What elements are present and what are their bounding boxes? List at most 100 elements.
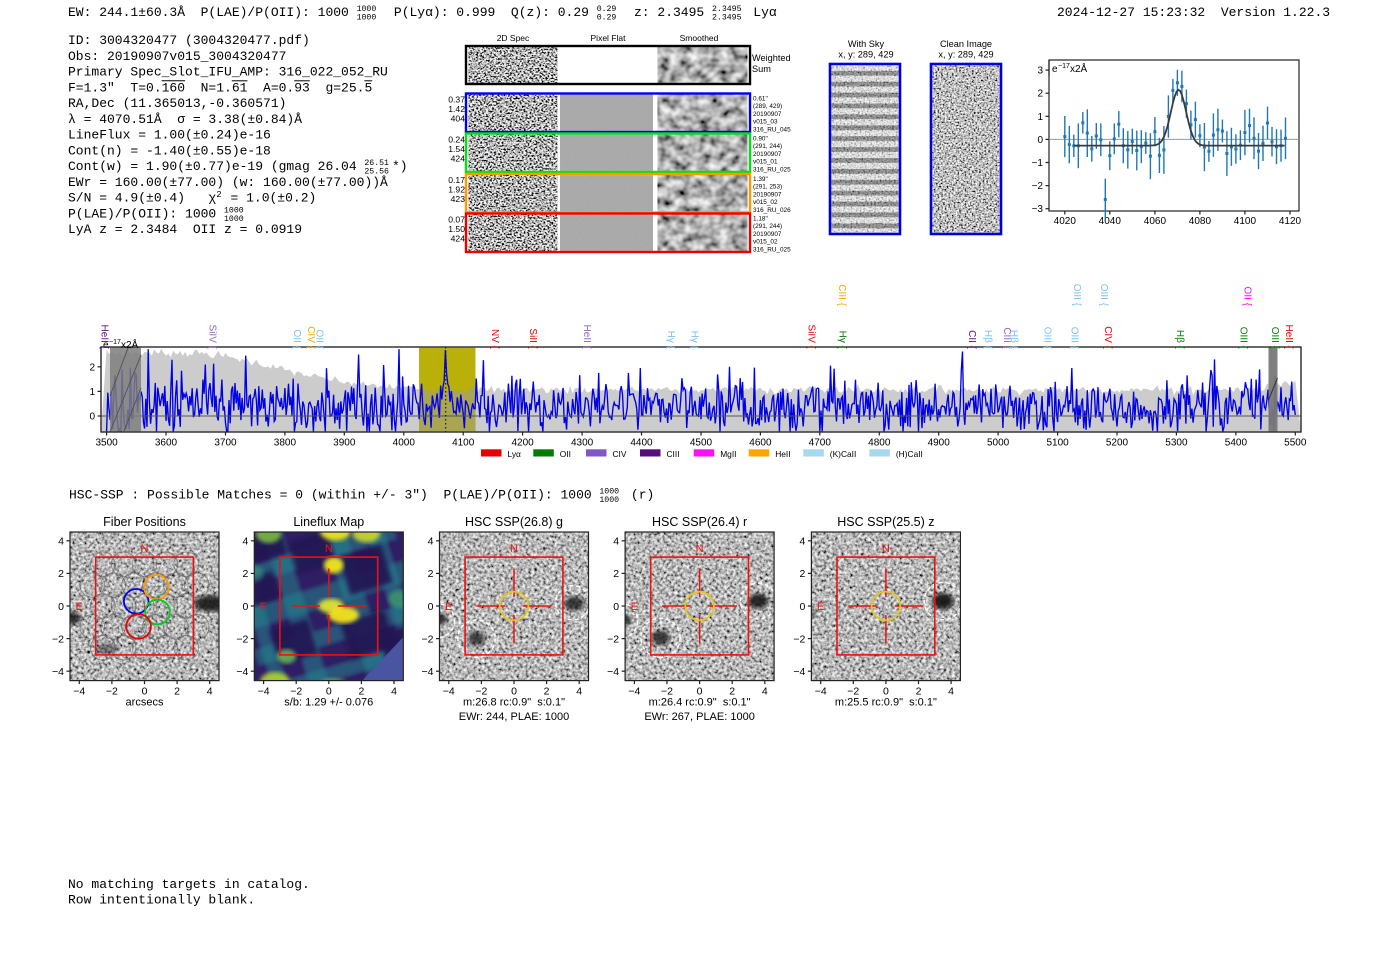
svg-text:Cont(n) = -1.40(±0.55)e-18: Cont(n) = -1.40(±0.55)e-18 — [68, 143, 271, 158]
svg-text:20190907: 20190907 — [753, 151, 782, 158]
svg-text:F=1.3" T=0.160 N=1.61 A=0.9: F=1.3" T=0.160 N=1.61 A=0.93 g=25.5 — [68, 80, 372, 95]
svg-text:Hγ {: Hγ { — [665, 331, 676, 350]
svg-text:(291, 244): (291, 244) — [753, 143, 782, 150]
svg-text:4: 4 — [762, 686, 768, 698]
svg-text:N: N — [141, 543, 149, 555]
svg-text:4: 4 — [207, 686, 213, 698]
svg-text:−2: −2 — [793, 633, 805, 645]
svg-text:424: 424 — [451, 154, 466, 164]
svg-text:−2: −2 — [661, 686, 673, 698]
svg-text:λ = 4070.51Å σ = 3.38(±0.84)Å: λ = 4070.51Å σ = 3.38(±0.84)Å — [68, 112, 302, 127]
svg-text:4: 4 — [391, 686, 397, 698]
svg-text:Lyα: Lyα — [746, 5, 777, 20]
svg-text:Row intentionally blank.: Row intentionally blank. — [68, 893, 255, 908]
svg-text:x2Å: x2Å — [121, 338, 139, 351]
svg-text:423: 423 — [451, 194, 466, 204]
svg-text:−2: −2 — [422, 633, 434, 645]
svg-text:0: 0 — [242, 601, 248, 613]
svg-text:0.29: 0.29 — [597, 13, 617, 22]
svg-text:2D Spec: 2D Spec — [497, 33, 530, 43]
svg-text:4800: 4800 — [868, 438, 891, 449]
svg-text:4040: 4040 — [1099, 216, 1122, 227]
svg-text:HeII {: HeII { — [1283, 325, 1294, 350]
svg-text:2: 2 — [729, 686, 735, 698]
svg-text:4: 4 — [576, 686, 582, 698]
svg-text:0.07: 0.07 — [448, 215, 465, 225]
svg-text:2: 2 — [174, 686, 180, 698]
svg-text:−17: −17 — [109, 339, 121, 346]
svg-text:3800: 3800 — [274, 438, 297, 449]
svg-text:1.39": 1.39" — [753, 176, 768, 183]
svg-text:Obs: 20190907v015_3004320477: Obs: 20190907v015_3004320477 — [68, 49, 286, 64]
svg-text:CIV: CIV — [613, 449, 627, 459]
svg-text:1.54: 1.54 — [448, 144, 465, 154]
svg-text:4300: 4300 — [571, 438, 594, 449]
svg-text:EW: 244.1±60.3Å P(LAE)/P(OII): EW: 244.1±60.3Å P(LAE)/P(OII): 1000 — [68, 5, 357, 20]
svg-text:N: N — [510, 543, 518, 555]
svg-text:1.92: 1.92 — [448, 185, 465, 195]
svg-text:EWr = 160.00(±77.00) (w: 160.0: EWr = 160.00(±77.00) (w: 160.00(±77.00))… — [68, 175, 388, 190]
svg-text:HeII: HeII — [775, 449, 790, 459]
svg-text:*): *) — [392, 159, 408, 174]
svg-text:N: N — [325, 543, 333, 555]
svg-text:3: 3 — [1037, 66, 1043, 77]
svg-text:4: 4 — [800, 536, 806, 548]
svg-text:OII {: OII { — [313, 330, 324, 350]
svg-text:5000: 5000 — [987, 438, 1010, 449]
svg-text:Hβ {: Hβ { — [1008, 330, 1019, 350]
svg-text:Sum: Sum — [752, 64, 771, 74]
svg-text:x2Å: x2Å — [1070, 62, 1088, 75]
svg-text:2.3495: 2.3495 — [712, 5, 742, 14]
svg-text:4060: 4060 — [1144, 216, 1167, 227]
svg-text:SiII {: SiII { — [527, 328, 538, 349]
svg-text:−2: −2 — [607, 633, 619, 645]
svg-text:0: 0 — [58, 601, 64, 613]
svg-text:0: 0 — [142, 686, 148, 698]
svg-text:OIII {: OIII { — [1269, 327, 1280, 350]
svg-text:OII {: OII { — [1241, 287, 1252, 307]
svg-text:LineFlux = 1.00(±0.24)e-16: LineFlux = 1.00(±0.24)e-16 — [68, 128, 271, 143]
svg-text:1.42: 1.42 — [448, 104, 465, 114]
svg-text:E: E — [817, 601, 824, 613]
svg-text:Hβ {: Hβ { — [982, 330, 993, 350]
svg-text:0.17: 0.17 — [448, 175, 465, 185]
svg-text:m:26.4 rc:0.9" s:0.1": m:26.4 rc:0.9" s:0.1" — [649, 697, 751, 709]
svg-text:4500: 4500 — [690, 438, 713, 449]
svg-text:OIII {: OIII { — [1042, 327, 1053, 350]
svg-text:m:26.8 rc:0.9" s:0.1": m:26.8 rc:0.9" s:0.1" — [463, 697, 565, 709]
svg-text:Smoothed: Smoothed — [680, 33, 719, 43]
svg-text:−4: −4 — [628, 686, 640, 698]
svg-text:OIII {: OIII { — [1071, 284, 1082, 307]
svg-text:Lyα: Lyα — [508, 449, 522, 459]
svg-text:Weighted: Weighted — [752, 53, 791, 63]
svg-text:1000: 1000 — [224, 215, 244, 224]
svg-text:4: 4 — [58, 536, 64, 548]
svg-text:v015_02: v015_02 — [753, 199, 778, 206]
svg-text:−4: −4 — [52, 666, 64, 678]
svg-text:−17: −17 — [1058, 63, 1070, 70]
svg-text:−2: −2 — [847, 686, 859, 698]
svg-text:4120: 4120 — [1279, 216, 1302, 227]
svg-text:Fiber Positions: Fiber Positions — [103, 515, 186, 529]
svg-text:316_RU_025: 316_RU_025 — [753, 246, 791, 253]
svg-text:−4: −4 — [258, 686, 270, 698]
svg-text:P(LAE)/P(OII): 1000: P(LAE)/P(OII): 1000 — [68, 206, 224, 221]
svg-text:CIV {: CIV { — [305, 326, 316, 349]
svg-text:v015_03: v015_03 — [753, 119, 778, 126]
svg-text:0.90": 0.90" — [753, 136, 768, 143]
svg-text:20190907: 20190907 — [753, 111, 782, 118]
svg-text:4080: 4080 — [1189, 216, 1212, 227]
svg-text:316_RU_026: 316_RU_026 — [753, 207, 791, 214]
svg-text:x, y: 289, 429: x, y: 289, 429 — [838, 50, 893, 60]
svg-text:1000: 1000 — [599, 488, 619, 497]
svg-text:arcsecs: arcsecs — [126, 697, 164, 709]
svg-text:2: 2 — [428, 568, 434, 580]
svg-text:4600: 4600 — [749, 438, 772, 449]
svg-text:No matching targets in catalog: No matching targets in catalog. — [68, 877, 310, 892]
svg-text:−4: −4 — [73, 686, 85, 698]
svg-text:4200: 4200 — [511, 438, 534, 449]
svg-text:4: 4 — [242, 536, 248, 548]
svg-text:2: 2 — [216, 190, 221, 200]
svg-text:HSC SSP(25.5) z: HSC SSP(25.5) z — [837, 515, 934, 529]
svg-text:4400: 4400 — [630, 438, 653, 449]
